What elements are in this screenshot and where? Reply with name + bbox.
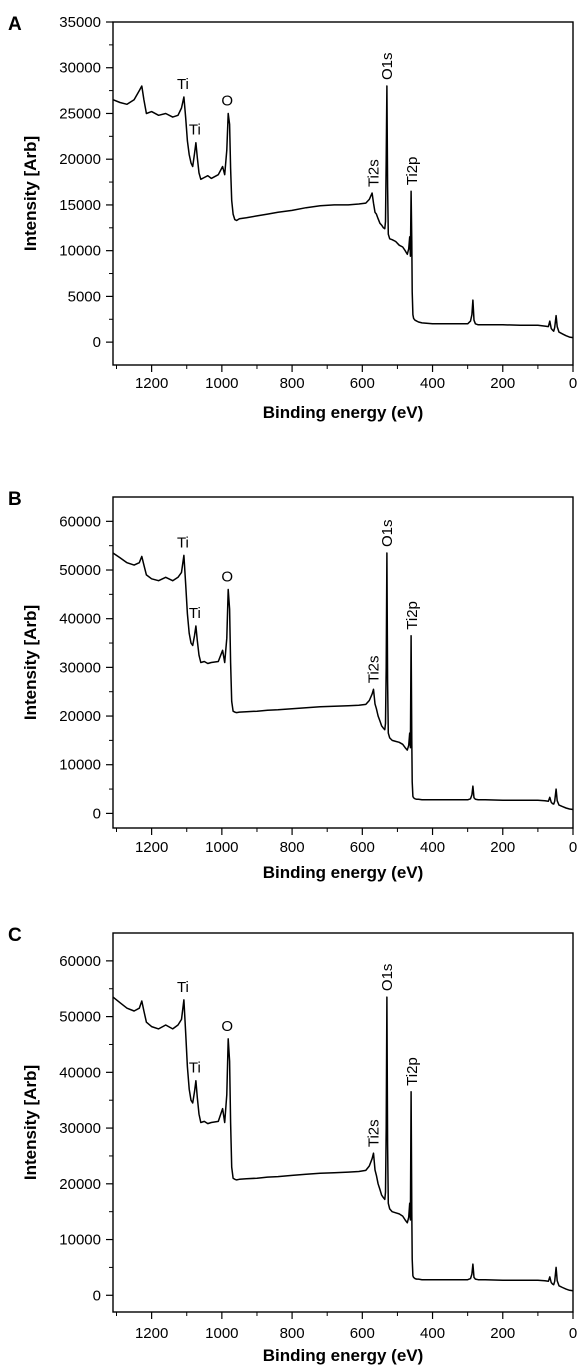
panel-b-xtick-label: 1200 (135, 839, 168, 856)
panel-b-peak-label: Ti (189, 605, 201, 622)
panel-a-spectrum-line (112, 85, 574, 339)
panel-a-ytick-label: 5000 (68, 288, 101, 305)
panel-c-ytick-label: 30000 (59, 1120, 101, 1137)
panel-b-xtick-label: 600 (350, 839, 375, 856)
panel-c-ytick-label: 40000 (59, 1064, 101, 1081)
panel-c-peak-label: Ti2p (404, 1057, 421, 1086)
panel-a-xtick-label: 400 (420, 375, 445, 392)
panel-c-xtick-label: 200 (490, 1325, 515, 1342)
panel-c-label: C (8, 925, 22, 946)
panel-a-peak-label: O1s (379, 53, 396, 81)
panel-c-peak-label: Ti (189, 1060, 201, 1077)
panel-c-peak-label: O1s (379, 964, 396, 992)
panel-c-peak-label: Ti2s (366, 1119, 383, 1147)
panel-c-ytick-label: 60000 (59, 953, 101, 970)
panel-b-xtick-label: 800 (280, 839, 305, 856)
panel-a-xtick-label: 1200 (135, 375, 168, 392)
panel-b-peak-label: Ti (177, 534, 189, 551)
panel-b-xtick-label: 400 (420, 839, 445, 856)
panel-b-ytick-label: 0 (93, 805, 101, 822)
panel-a-peak-label: Ti (177, 76, 189, 93)
panel-b-peak-label: Ti2s (366, 655, 383, 683)
panel-b-xtick-label: 0 (569, 839, 577, 856)
panel-a-peak-label: Ti (189, 122, 201, 139)
panel-c-xtick-label: 1200 (135, 1325, 168, 1342)
panel-a-ytick-label: 25000 (59, 105, 101, 122)
panel-b-ytick-label: 60000 (59, 513, 101, 530)
panel-c-axes-frame (112, 932, 574, 1313)
panel-a-xtick-label: 0 (569, 375, 577, 392)
panel-a-axes-frame (112, 21, 574, 366)
panel-b-spectrum-line (112, 552, 574, 811)
panel-b-ytick-label: 30000 (59, 659, 101, 676)
panel-c-xtick-label: 400 (420, 1325, 445, 1342)
panel-c-ytick-label: 10000 (59, 1232, 101, 1249)
panel-b-label: B (8, 489, 22, 510)
panel-b-peak-label: O1s (379, 519, 396, 547)
panel-b-x-axis-title: Binding energy (eV) (263, 863, 424, 882)
panel-c-ytick-label: 20000 (59, 1176, 101, 1193)
panel-a-xtick-label: 200 (490, 375, 515, 392)
panel-a-ytick-label: 35000 (59, 14, 101, 31)
panel-a-xtick-label: 600 (350, 375, 375, 392)
panel-a-ytick-label: 30000 (59, 60, 101, 77)
panel-c-xtick-label: 600 (350, 1325, 375, 1342)
panel-c-peak-label: O (221, 1018, 233, 1035)
panel-a-y-axis-title: Intensity [Arb] (21, 136, 40, 251)
panel-a-ytick-label: 10000 (59, 243, 101, 260)
panel-c-xtick-label: 1000 (205, 1325, 238, 1342)
panel-b-xtick-label: 1000 (205, 839, 238, 856)
panel-a-peak-label: O (221, 92, 233, 109)
panel-a-xtick-label: 800 (280, 375, 305, 392)
panel-c-xtick-label: 800 (280, 1325, 305, 1342)
panel-c-ytick-label: 0 (93, 1287, 101, 1304)
panel-b-ytick-label: 10000 (59, 757, 101, 774)
panel-a-peak-label: Ti2s (366, 159, 383, 187)
panel-a-peak-label: Ti2p (404, 157, 421, 186)
panel-b-axes-frame (112, 496, 574, 829)
panel-c-ytick-label: 50000 (59, 1009, 101, 1026)
panel-b-xtick-label: 200 (490, 839, 515, 856)
panel-a-ytick-label: 20000 (59, 151, 101, 168)
panel-c-xtick-label: 0 (569, 1325, 577, 1342)
panel-b-y-axis-title: Intensity [Arb] (21, 605, 40, 720)
panel-c-y-axis-title: Intensity [Arb] (21, 1065, 40, 1180)
panel-b-ytick-label: 40000 (59, 611, 101, 628)
panel-a-xtick-label: 1000 (205, 375, 238, 392)
panel-b-ytick-label: 50000 (59, 562, 101, 579)
panel-b-peak-label: O (221, 568, 233, 585)
panel-a-x-axis-title: Binding energy (eV) (263, 403, 424, 422)
panel-b-ytick-label: 20000 (59, 708, 101, 725)
panel-a-label: A (8, 14, 22, 35)
panel-c-x-axis-title: Binding energy (eV) (263, 1346, 424, 1365)
panel-c-spectrum-line (112, 996, 574, 1292)
panel-a-ytick-label: 0 (93, 334, 101, 351)
panel-a-ytick-label: 15000 (59, 197, 101, 214)
panel-b-peak-label: Ti2p (404, 601, 421, 630)
panel-c-peak-label: Ti (177, 979, 189, 996)
